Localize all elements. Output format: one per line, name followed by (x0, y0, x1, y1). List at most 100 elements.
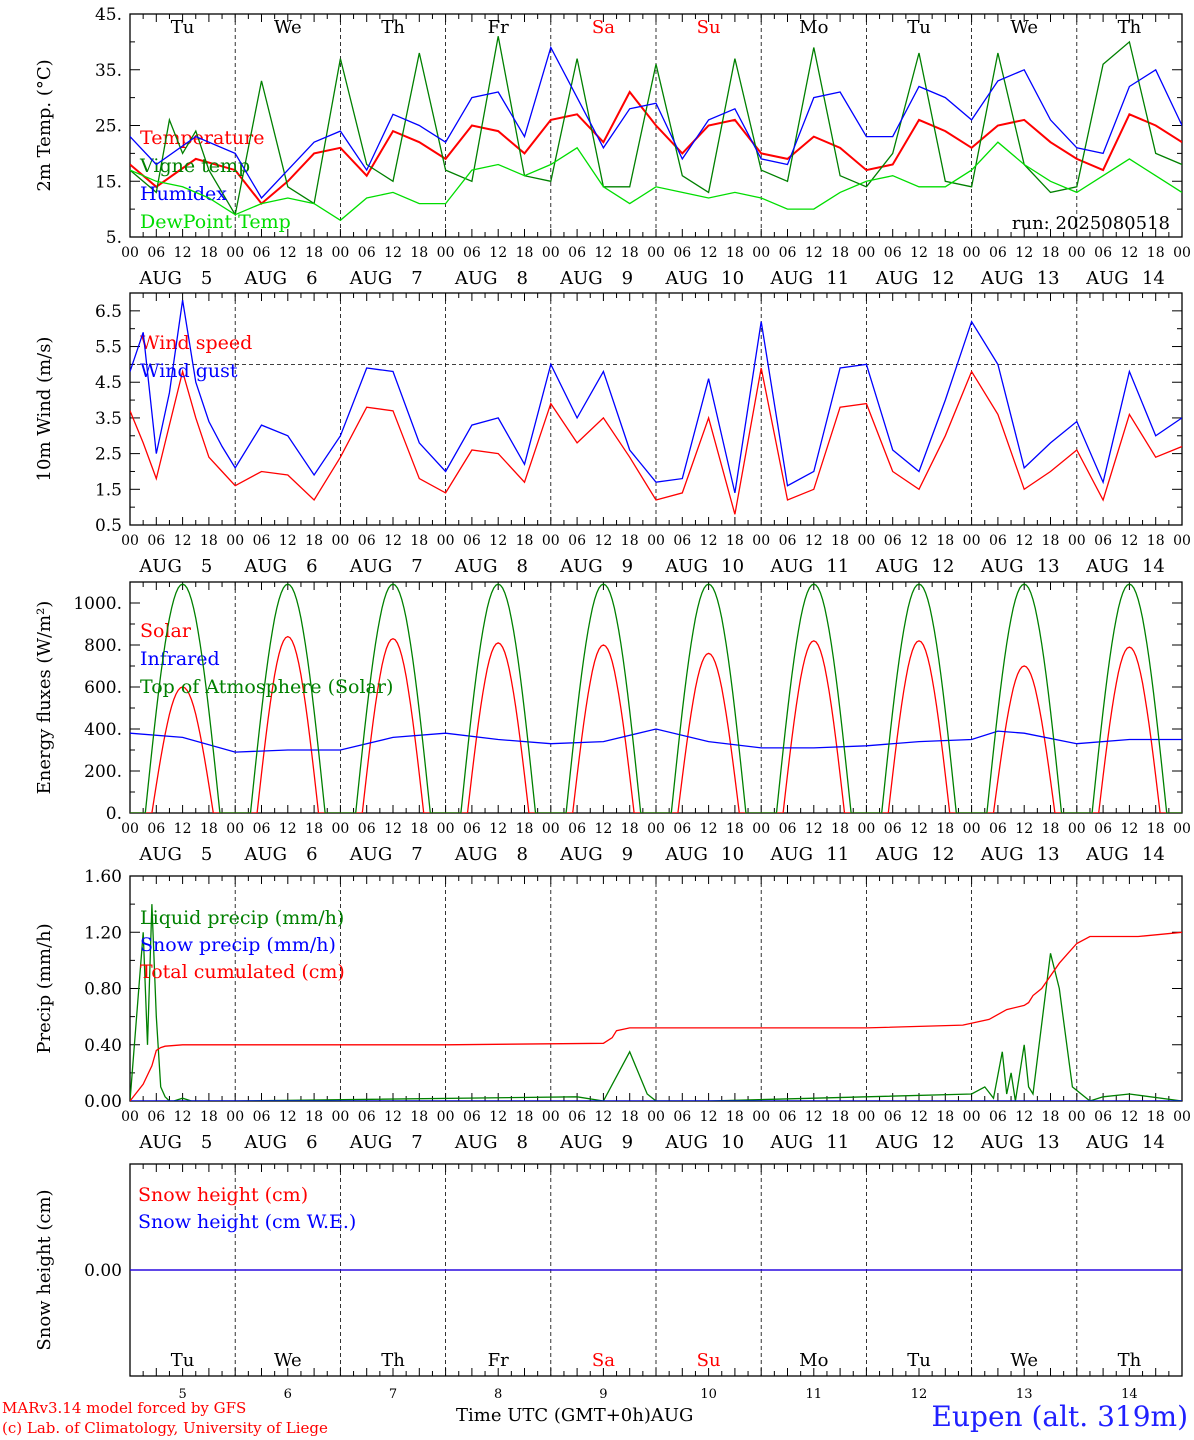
hour-tick-label: 18 (726, 821, 744, 837)
hour-tick-label: 00 (121, 533, 139, 549)
legend-entry: Snow precip (mm/h) (140, 934, 336, 956)
month-label: AUG (244, 1132, 288, 1153)
hour-tick-label: 18 (516, 1109, 534, 1125)
day-label: 9 (622, 844, 633, 865)
y-tick-label: 0. (106, 804, 122, 824)
series-line-top-of-atmosphere-solar- (130, 583, 1182, 813)
day-label: 5 (201, 268, 212, 289)
hour-tick-label: 18 (936, 821, 954, 837)
day-label: 6 (306, 556, 317, 577)
hour-tick-label: 12 (805, 533, 823, 549)
weekday-label: Fr (488, 1350, 509, 1371)
hour-tick-label: 00 (121, 245, 139, 261)
hour-tick-label: 18 (831, 821, 849, 837)
series-line-vigne-temp (130, 36, 1182, 217)
hour-tick-label: 18 (305, 821, 323, 837)
hour-tick-label: 12 (700, 245, 718, 261)
hour-tick-label: 00 (963, 533, 981, 549)
month-label: AUG (454, 556, 498, 577)
day-label: 9 (622, 268, 633, 289)
hour-tick-label: 12 (910, 821, 928, 837)
hour-tick-label: 00 (752, 533, 770, 549)
month-label: AUG (349, 1132, 393, 1153)
day-label: 12 (932, 268, 955, 289)
hour-tick-label: 18 (305, 1109, 323, 1125)
day-number-label: 14 (1121, 1387, 1138, 1402)
y-tick-label: 6.5 (95, 302, 122, 322)
hour-tick-label: 00 (963, 821, 981, 837)
legend-entry: Snow height (cm W.E.) (138, 1211, 356, 1233)
series-line-infrared (130, 728, 1182, 753)
y-tick-label: 25. (95, 117, 122, 137)
hour-tick-label: 18 (410, 1109, 428, 1125)
day-label: 8 (516, 1132, 527, 1153)
hour-tick-label: 12 (384, 1109, 402, 1125)
hour-tick-label: 00 (857, 821, 875, 837)
hour-tick-label: 06 (1094, 821, 1112, 837)
series-line-liquid-precip-mm-h- (130, 904, 1182, 1101)
hour-tick-label: 00 (857, 1109, 875, 1125)
y-tick-label: 1000. (73, 594, 122, 614)
hour-tick-label: 06 (358, 1109, 376, 1125)
series-line-humidex (130, 45, 1182, 200)
hour-tick-label: 00 (226, 245, 244, 261)
weekday-label: Tu (171, 1350, 195, 1371)
hour-tick-label: 06 (147, 821, 165, 837)
hour-tick-label: 06 (568, 533, 586, 549)
run-annotation: run: 2025080518 (1012, 213, 1170, 234)
month-label: AUG (349, 556, 393, 577)
hour-tick-label: 00 (647, 533, 665, 549)
hour-tick-label: 00 (752, 1109, 770, 1125)
month-label: AUG (454, 844, 498, 865)
hour-tick-label: 00 (1068, 1109, 1086, 1125)
hour-tick-label: 00 (647, 1109, 665, 1125)
hour-tick-label: 18 (1042, 1109, 1060, 1125)
hour-tick-label: 18 (726, 1109, 744, 1125)
legend-entry: Vigne temp (139, 155, 250, 177)
hour-tick-label: 18 (1042, 533, 1060, 549)
hour-tick-label: 12 (1120, 533, 1138, 549)
hour-tick-label: 12 (279, 1109, 297, 1125)
hour-tick-label: 12 (1015, 1109, 1033, 1125)
day-label: 12 (932, 1132, 955, 1153)
month-label: AUG (349, 844, 393, 865)
hour-tick-label: 00 (542, 533, 560, 549)
hour-tick-label: 06 (779, 1109, 797, 1125)
day-number-label: 13 (1016, 1387, 1033, 1402)
hour-tick-label: 00 (437, 533, 455, 549)
hour-tick-label: 00 (857, 533, 875, 549)
hour-tick-label: 12 (594, 1109, 612, 1125)
hour-tick-label: 06 (253, 245, 271, 261)
hour-tick-label: 06 (779, 821, 797, 837)
hour-tick-label: 12 (594, 821, 612, 837)
y-tick-label: 2.5 (95, 445, 122, 465)
hour-tick-label: 18 (410, 533, 428, 549)
series-line-wind-gust (130, 299, 1182, 494)
y-tick-label: 600. (84, 678, 122, 698)
legend-entry: Wind gust (140, 360, 238, 382)
month-label: AUG (875, 268, 919, 289)
month-label: AUG (559, 1132, 603, 1153)
day-label: 12 (932, 844, 955, 865)
hour-tick-label: 00 (121, 821, 139, 837)
day-label: 6 (306, 1132, 317, 1153)
hour-tick-label: 18 (200, 533, 218, 549)
legend-entry: Top of Atmosphere (Solar) (140, 676, 393, 698)
y-tick-label: 5. (106, 228, 122, 248)
hour-tick-label: 18 (200, 1109, 218, 1125)
hour-tick-label: 12 (1015, 245, 1033, 261)
hour-tick-label: 06 (884, 821, 902, 837)
weekday-label: We (274, 1350, 302, 1371)
y-tick-label: 5.5 (95, 338, 122, 358)
month-label: AUG (875, 1132, 919, 1153)
legend-entry: DewPoint Temp (140, 211, 291, 233)
month-label: AUG (875, 556, 919, 577)
month-label: AUG (875, 844, 919, 865)
day-label: 11 (826, 268, 849, 289)
month-label: AUG (664, 1132, 708, 1153)
month-label: AUG (138, 1132, 182, 1153)
hour-tick-label: 06 (673, 821, 691, 837)
hour-tick-label: 00 (542, 1109, 560, 1125)
weekday-label: We (274, 17, 302, 38)
day-label: 6 (306, 268, 317, 289)
